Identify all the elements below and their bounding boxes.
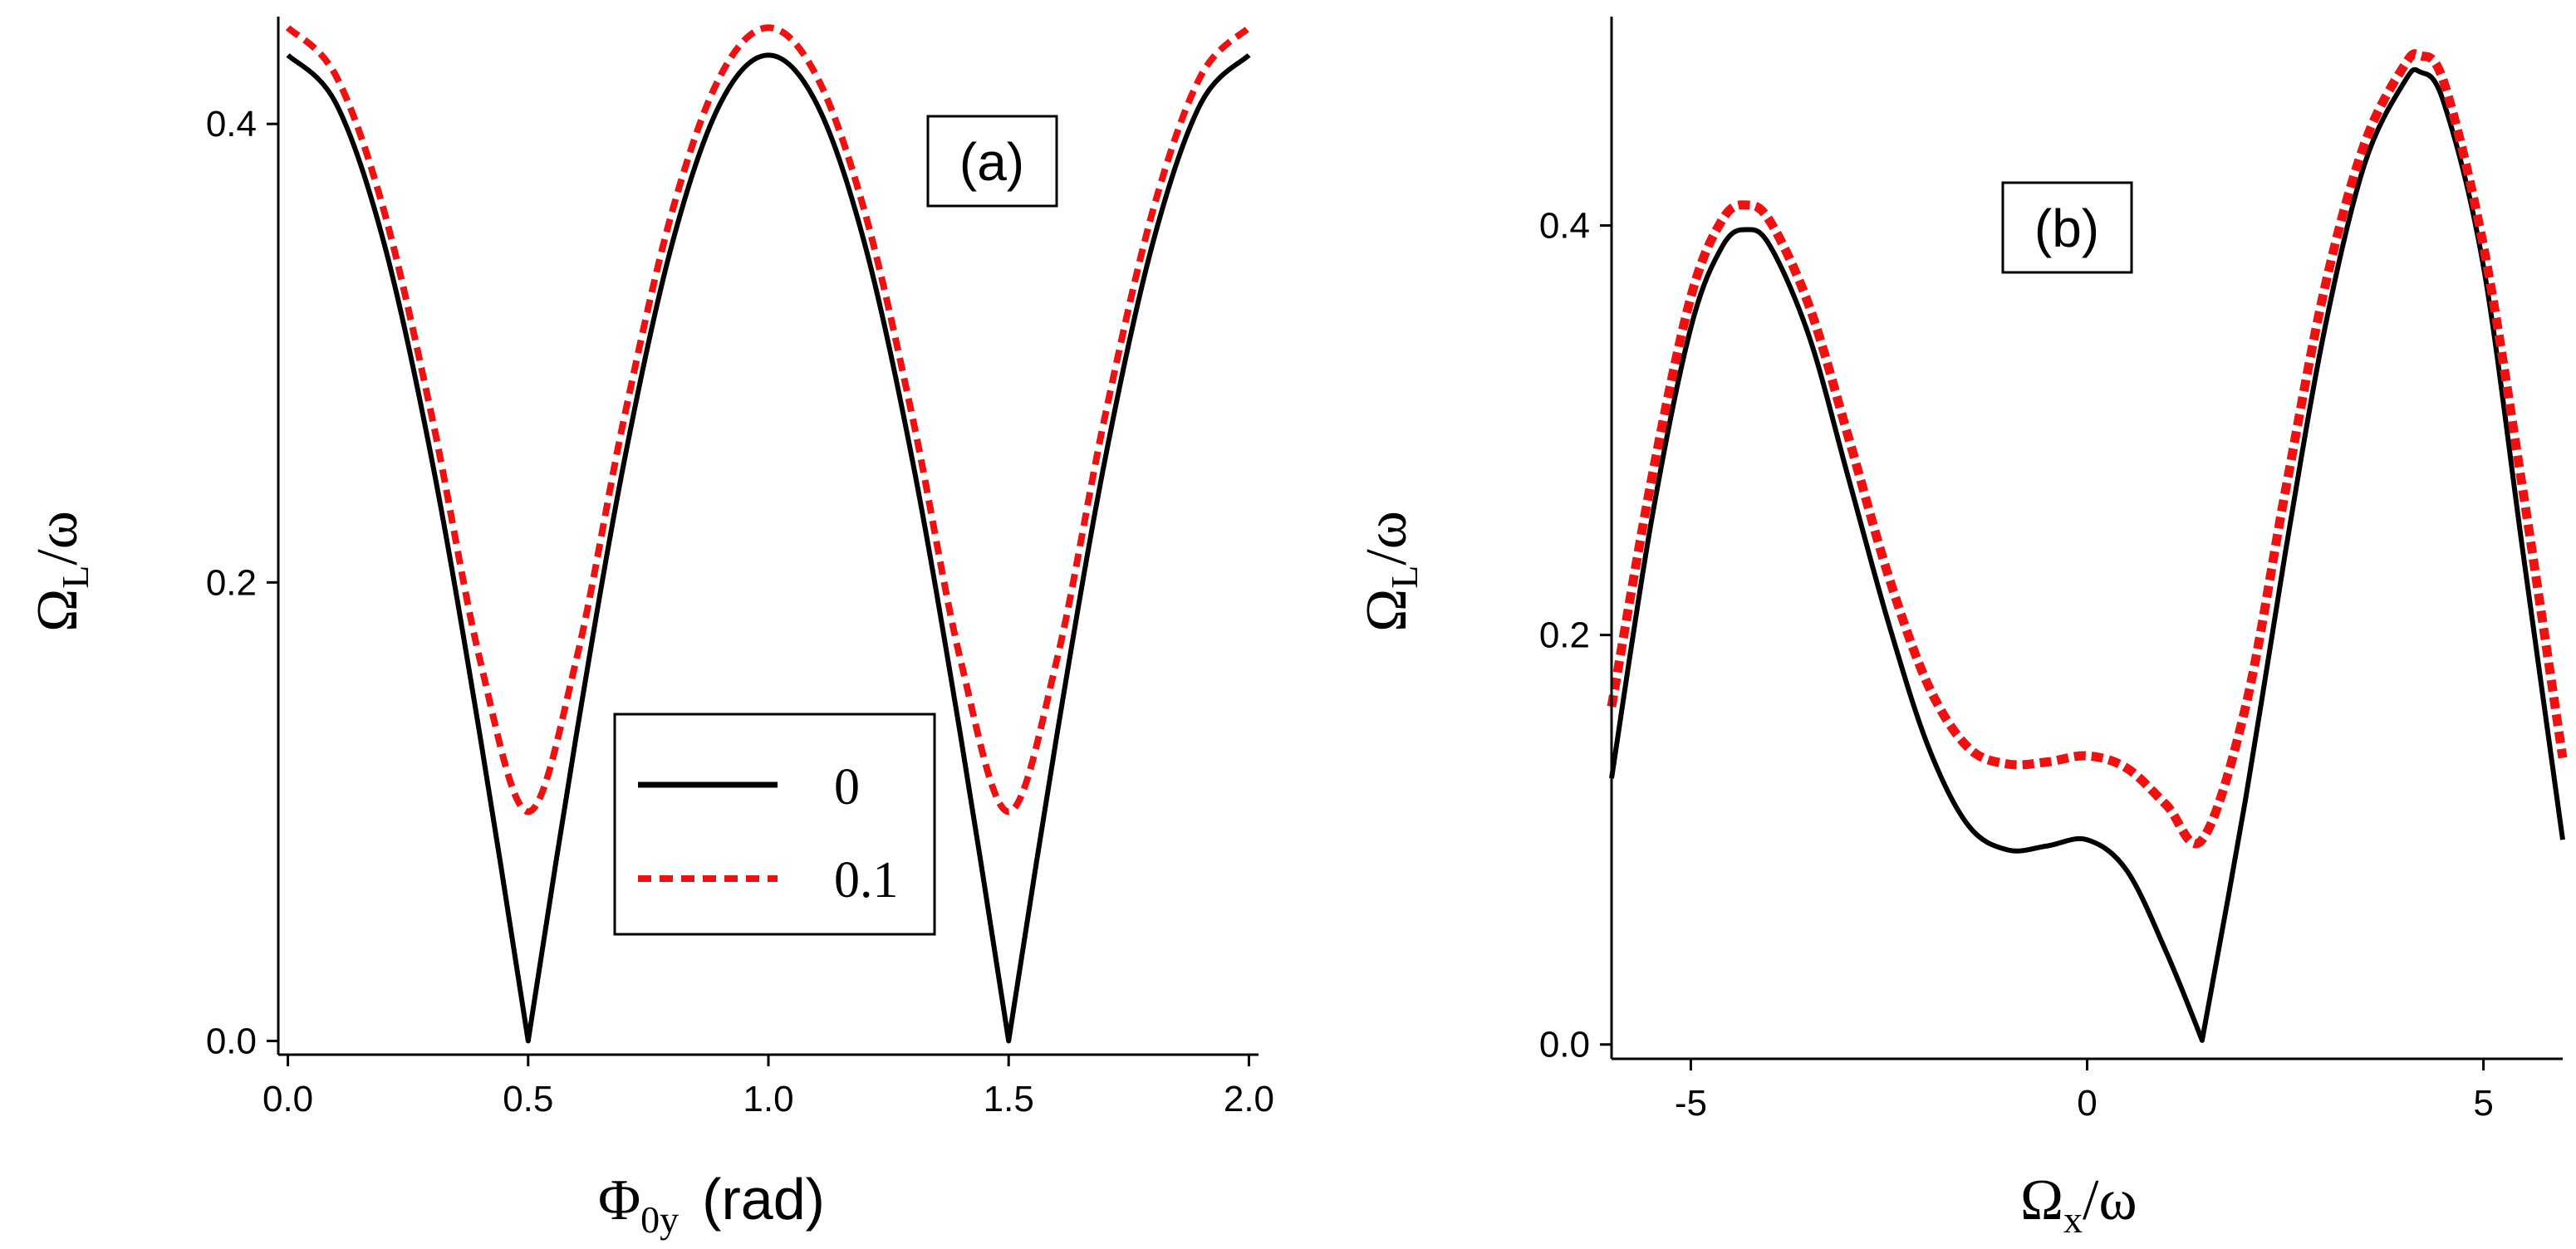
panel-a-series-solid xyxy=(286,52,1251,1044)
panel-a-xtick-label: 0.5 xyxy=(503,1079,553,1119)
panel-b-ytick-label: 0.4 xyxy=(1539,206,1590,247)
panel-a-xtick-label: 1.0 xyxy=(743,1079,793,1119)
panel-b-xtick-label: -5 xyxy=(1675,1083,1707,1124)
legend-box xyxy=(613,713,936,936)
panel-a-xlabel: Φ0y (rad) xyxy=(598,1167,825,1241)
panel-a-series xyxy=(285,24,1252,1044)
panel-b-label-box xyxy=(2001,181,2133,274)
panel-b-series-solid xyxy=(1609,66,2565,1043)
panel-b: 0.0 0.2 0.4 -5 0 5 ΩL/ω Ωx/ω (b) xyxy=(1355,17,2568,1241)
panel-b-xlabel: Ωx/ω xyxy=(2020,1168,2137,1241)
legend-label-0: 0 xyxy=(834,759,860,816)
panel-b-series xyxy=(1607,49,2568,1043)
panel-b-ytick-label: 0.0 xyxy=(1539,1025,1590,1065)
panel-b-ticks: 0.0 0.2 0.4 -5 0 5 xyxy=(1539,206,2494,1124)
panel-a-label: (a) xyxy=(959,132,1024,192)
legend-label-0.1: 0.1 xyxy=(834,852,899,909)
panel-a-ytick-label: 0.2 xyxy=(206,562,257,603)
panel-a-ytick-label: 0.4 xyxy=(206,104,257,144)
panel-b-ylabel: ΩL/ω xyxy=(1355,511,1425,632)
panel-b-ytick-label: 0.2 xyxy=(1539,615,1590,656)
panel-a-xtick-label: 1.5 xyxy=(984,1079,1034,1119)
panel-a-label-box xyxy=(926,115,1058,208)
panel-b-label: (b) xyxy=(2034,198,2099,258)
panel-a-xtick-label: 0.0 xyxy=(263,1079,313,1119)
panel-b-xtick-label: 0 xyxy=(2077,1083,2097,1124)
panel-a-ytick-label: 0.0 xyxy=(206,1021,257,1061)
panel-a: 0.0 0.2 0.4 0.0 0.5 1.0 1.5 2.0 ΩL/ω Φ0y (rad) (… xyxy=(26,17,1274,1241)
panel-a-series-dashed xyxy=(285,24,1252,816)
panel-b-xtick-label: 5 xyxy=(2473,1083,2493,1124)
panel-a-xtick-label: 2.0 xyxy=(1224,1079,1274,1119)
legend: 0 0.1 xyxy=(613,713,936,936)
panel-a-ylabel: ΩL/ω xyxy=(26,511,96,632)
panel-a-ticks: 0.0 0.2 0.4 0.0 0.5 1.0 1.5 2.0 xyxy=(206,104,1274,1119)
panel-b-series-dashed xyxy=(1607,49,2568,849)
